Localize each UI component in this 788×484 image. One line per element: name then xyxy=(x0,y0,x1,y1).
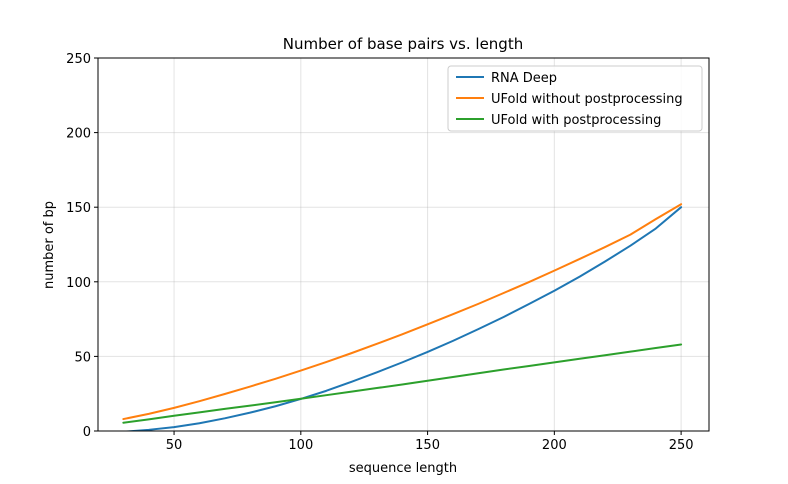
legend-box xyxy=(447,65,703,132)
series-line-rna-deep xyxy=(122,206,683,431)
series-line-ufold-with-postprocessing xyxy=(122,343,683,424)
y-axis-title: number of bp xyxy=(42,201,57,289)
legend-label-ufold-without-postprocessing: UFold without postprocessing xyxy=(491,92,683,107)
series-line-ufold-without-postprocessing xyxy=(122,203,683,421)
y-tick-label: 50 xyxy=(74,350,91,365)
x-tick-label: 100 xyxy=(288,438,313,453)
x-axis: 50 100 150 200 250 xyxy=(166,431,694,453)
x-tick-label: 200 xyxy=(542,438,567,453)
x-tick-label: 250 xyxy=(669,438,694,453)
y-tick-label: 100 xyxy=(66,276,91,291)
chart-title: Number of base pairs vs. length xyxy=(283,35,523,53)
y-tick-label: 0 xyxy=(83,425,91,440)
x-tick-label: 50 xyxy=(166,438,183,453)
y-axis: 0 50 100 150 200 250 xyxy=(66,52,98,440)
plot-frame xyxy=(97,57,710,432)
legend-label-ufold-with-postprocessing: UFold with postprocessing xyxy=(491,113,661,128)
x-axis-title: sequence length xyxy=(349,461,457,476)
legend: RNA Deep UFold without postprocessing UF… xyxy=(447,65,703,132)
series-layer xyxy=(122,203,683,431)
y-tick-label: 150 xyxy=(66,201,91,216)
y-tick-label: 200 xyxy=(66,127,91,142)
y-tick-label: 250 xyxy=(66,52,91,67)
legend-label-rna-deep: RNA Deep xyxy=(491,71,557,86)
x-tick-label: 150 xyxy=(415,438,440,453)
